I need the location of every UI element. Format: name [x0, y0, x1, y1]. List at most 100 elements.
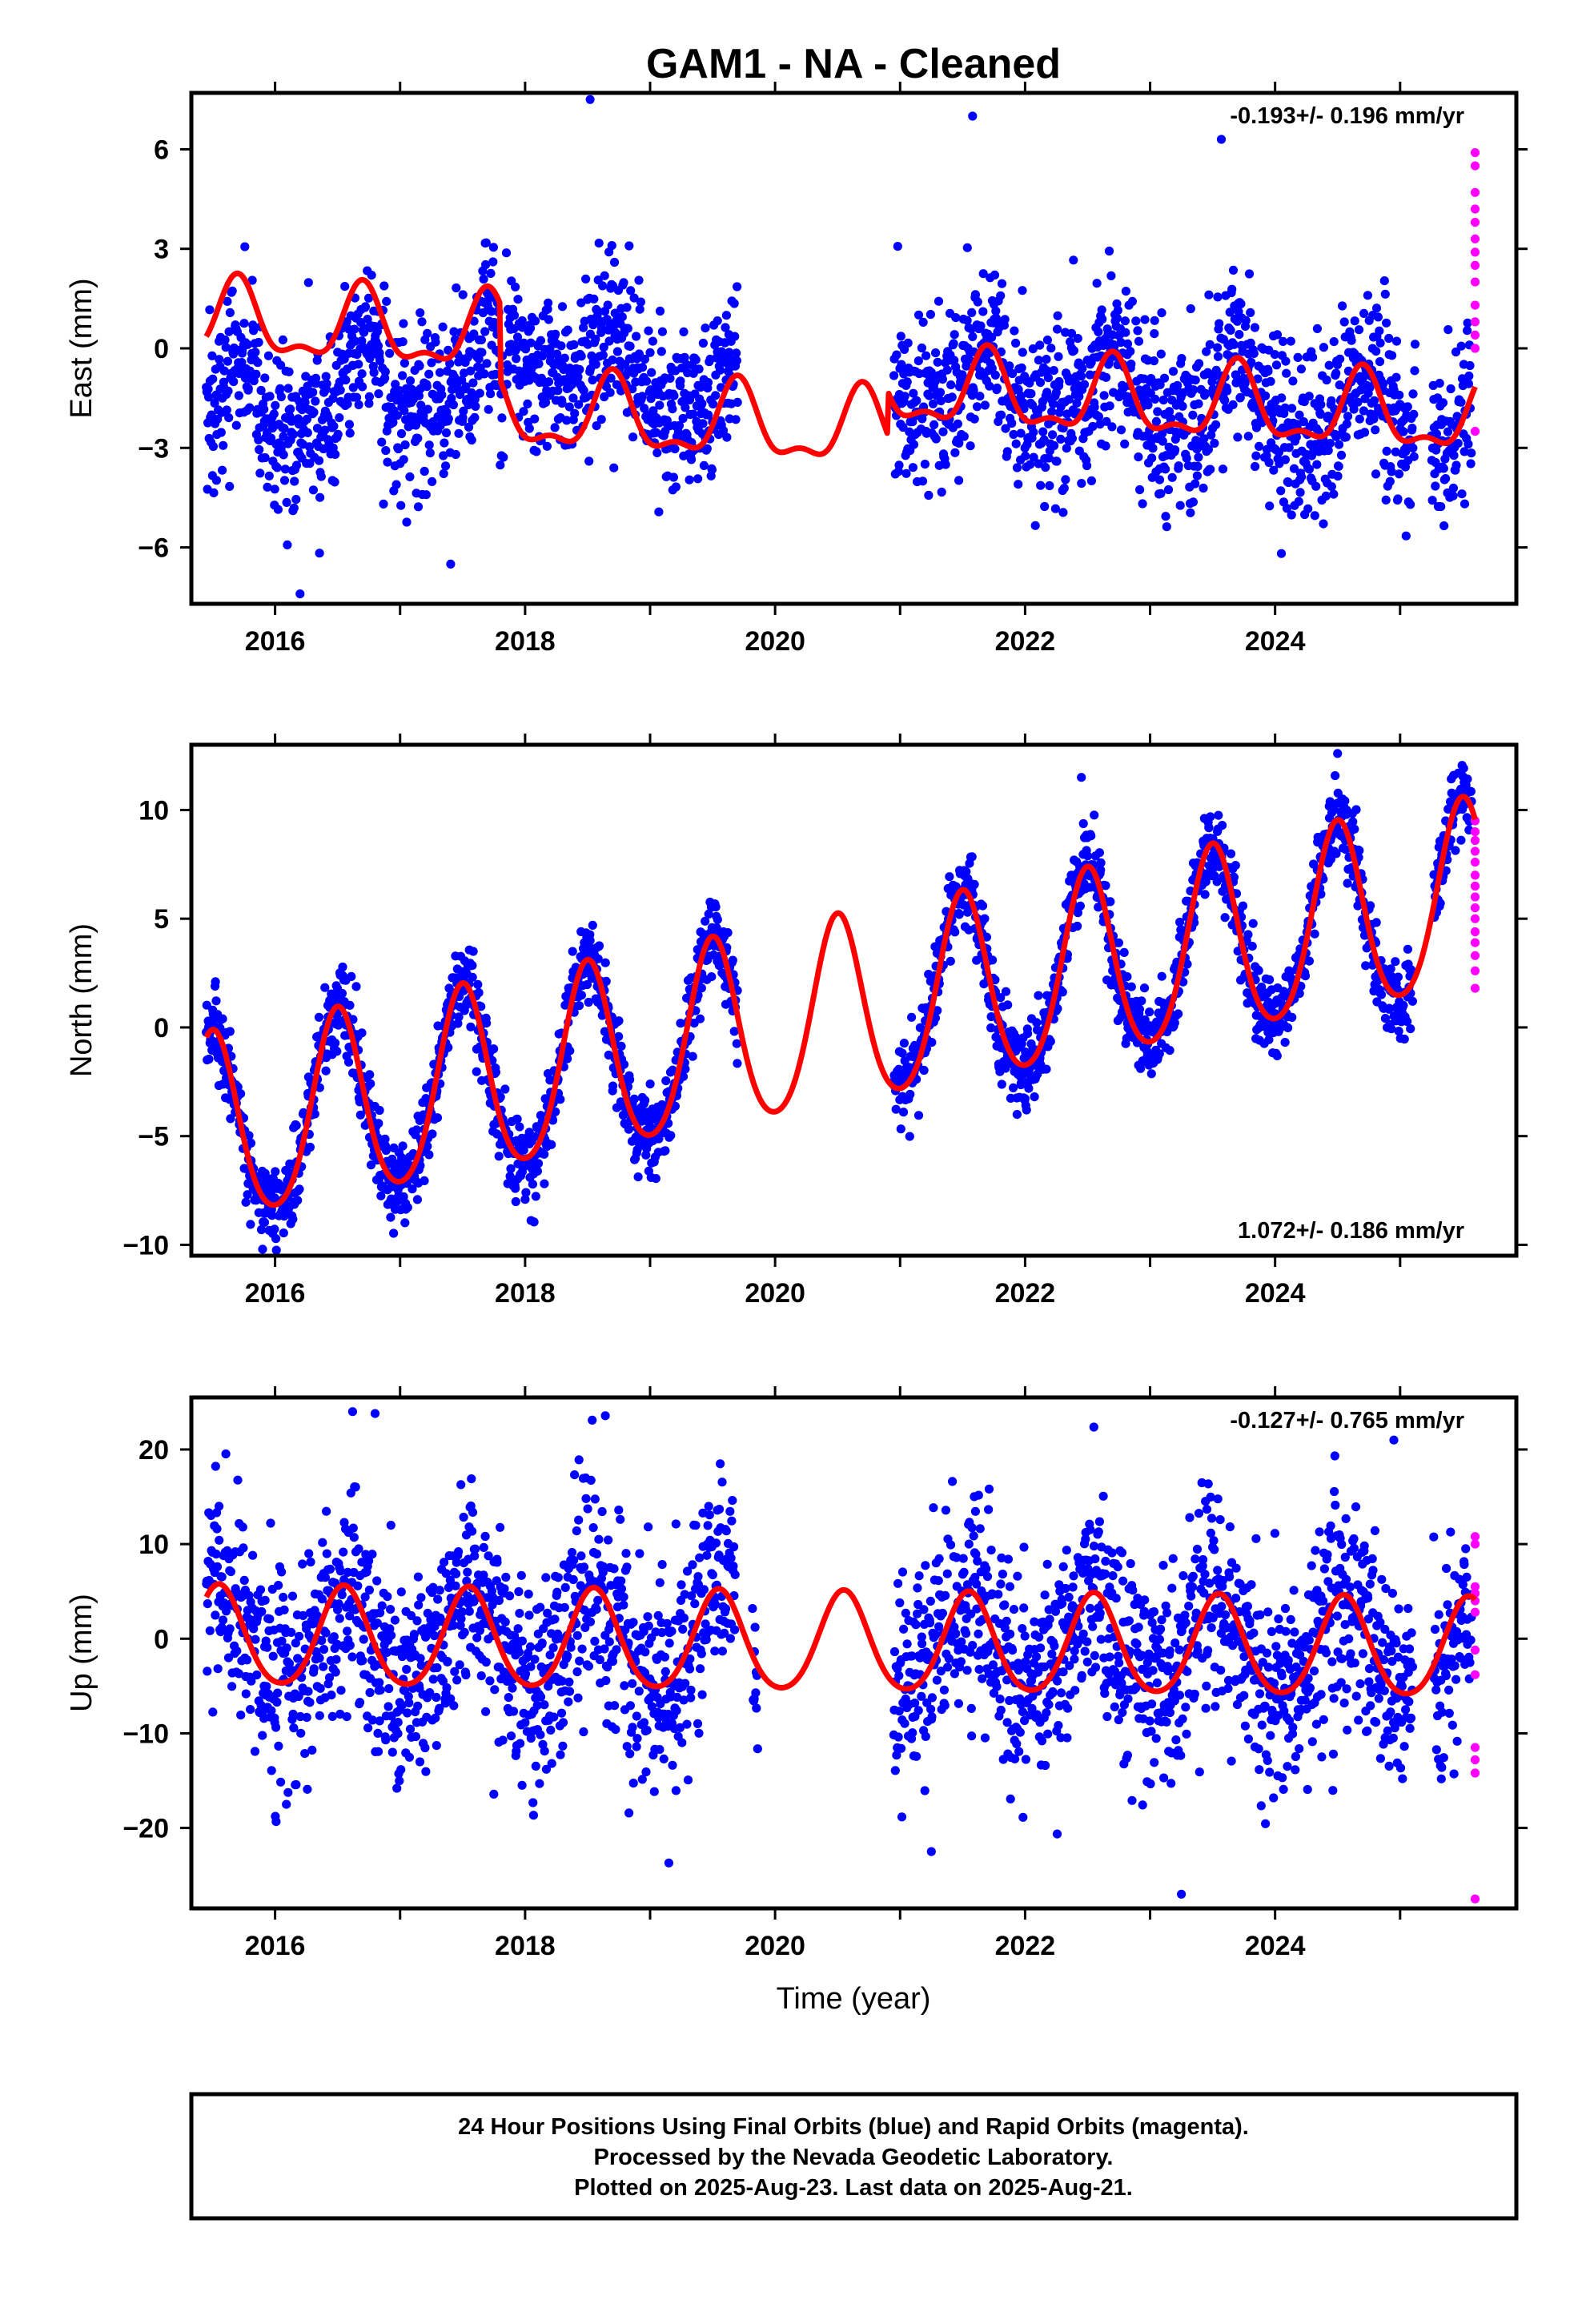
- east-final-point-1302: [962, 243, 972, 252]
- east-final-point-1470: [1041, 462, 1050, 472]
- east-final-point-764: [557, 302, 568, 312]
- east-final-point-2155: [1358, 373, 1367, 383]
- east-final-point-2020: [1295, 488, 1305, 497]
- east-final-point-1478: [1044, 453, 1054, 463]
- east-final-point-1702: [1148, 444, 1158, 453]
- north-final-point-1573: [1086, 831, 1096, 841]
- east-model-curve: [203, 270, 1478, 457]
- east-final-point-634: [496, 460, 505, 470]
- north-final-point-1183: [905, 1089, 915, 1100]
- east-final-point-387: [381, 446, 391, 456]
- east-final-point-1793: [1191, 479, 1200, 489]
- east-final-point-384: [379, 281, 389, 291]
- east-final-point-1978: [1276, 486, 1286, 496]
- north-final-point-126: [259, 1217, 270, 1227]
- east-final-point-111: [253, 358, 263, 368]
- east-final-point-972: [654, 507, 664, 517]
- east-final-point-959: [648, 336, 658, 346]
- east-final-point-1965: [1270, 350, 1279, 360]
- east-final-point-641: [499, 452, 508, 462]
- east-final-point-1079: [704, 410, 713, 420]
- east-final-point-219: [303, 428, 312, 438]
- east-final-point-1315: [969, 385, 978, 395]
- east-final-point-1497: [1053, 311, 1062, 320]
- east-final-point-424: [398, 337, 408, 347]
- east-final-point-2101: [1333, 471, 1343, 481]
- east-final-point-1143: [889, 371, 899, 380]
- north-final-point-74: [236, 1089, 246, 1099]
- east-final-point-787: [568, 393, 578, 403]
- east-final-point-1983: [1279, 336, 1288, 346]
- north-rapid-point-5: [1470, 870, 1480, 880]
- east-final-point-136: [264, 471, 274, 480]
- east-final-point-2056: [1312, 460, 1322, 469]
- east-final-point-1789: [1188, 497, 1198, 507]
- up-final-point-53: [226, 1567, 235, 1577]
- east-final-point-668: [513, 295, 523, 304]
- east-final-point-2351: [1465, 360, 1475, 371]
- east-final-point-2339: [1460, 447, 1469, 456]
- east-final-point-40: [220, 335, 230, 345]
- east-final-point-429: [400, 440, 410, 450]
- east-final-point-598: [479, 274, 488, 284]
- east-final-point-1167: [900, 392, 909, 401]
- east-rapid-point-12: [1470, 344, 1480, 353]
- east-final-point-1475: [1042, 336, 1052, 345]
- north-final-point-1486: [1046, 1036, 1055, 1046]
- east-final-point-222: [304, 442, 315, 452]
- east-final-point-1070: [699, 460, 709, 471]
- east-final-point-440: [405, 376, 416, 386]
- north-final-point-1137: [728, 955, 737, 965]
- east-final-point-1496: [1053, 324, 1062, 334]
- east-final-point-1418: [1016, 391, 1026, 400]
- east-final-point-893: [617, 312, 627, 322]
- east-final-point-1584: [1094, 327, 1103, 336]
- north-final-point-522: [444, 1043, 453, 1052]
- east-final-point-1376: [997, 279, 1007, 288]
- north-final-point-285: [334, 1020, 343, 1030]
- north-final-point-1633: [1114, 938, 1123, 947]
- east-final-point-1721: [1157, 308, 1166, 318]
- east-final-point-1495: [1052, 456, 1062, 466]
- east-final-point-1931: [1255, 441, 1264, 452]
- north-final-point-1414: [1012, 1110, 1022, 1120]
- east-final-point-1354: [987, 332, 997, 342]
- east-final-point-1642: [1120, 316, 1130, 326]
- east-final-point-421: [396, 428, 407, 439]
- east-final-point-1472: [1042, 355, 1051, 364]
- north-final-point-1381: [997, 1080, 1006, 1089]
- east-final-point-1476: [1043, 373, 1053, 383]
- east-final-point-1411: [1014, 480, 1023, 489]
- east-final-point-2217: [1387, 467, 1396, 476]
- east-final-point-883: [612, 347, 623, 356]
- east-final-point-1601: [1102, 372, 1111, 382]
- east-final-point-1845: [1215, 319, 1224, 328]
- north-final-point-151: [271, 1245, 281, 1255]
- east-final-point-1038: [685, 475, 694, 485]
- east-ytick-label-4: 6: [154, 135, 169, 165]
- east-final-point-1136: [730, 332, 740, 341]
- east-ytick-label-3: 3: [154, 235, 169, 265]
- east-final-point-51: [225, 308, 235, 317]
- east-final-point-1720: [1156, 349, 1166, 359]
- north-final-point-1566: [1083, 851, 1093, 861]
- north-final-point-1512: [1058, 987, 1067, 997]
- east-final-point-1228: [928, 399, 938, 408]
- north-final-point-1885: [1231, 861, 1240, 870]
- north-final-point-1460: [1034, 991, 1043, 1000]
- east-rapid-point-2: [1470, 187, 1480, 197]
- east-final-point-1397: [1007, 418, 1017, 428]
- up-final-point-127: [260, 1595, 270, 1605]
- east-final-point-423: [398, 371, 408, 380]
- up-final-point-8: [205, 1626, 215, 1635]
- east-final-point-579: [470, 412, 480, 423]
- east-ytick-label-1: −3: [138, 433, 169, 464]
- east-final-point-1547: [1076, 372, 1086, 381]
- east-final-point-2233: [1394, 469, 1404, 479]
- east-final-point-1306: [965, 355, 974, 364]
- north-final-point-705: [528, 1180, 538, 1189]
- east-final-point-789: [569, 340, 579, 349]
- east-final-point-779: [564, 402, 574, 412]
- north-final-point-1921: [1247, 942, 1257, 951]
- north-rapid-point-2: [1470, 835, 1480, 846]
